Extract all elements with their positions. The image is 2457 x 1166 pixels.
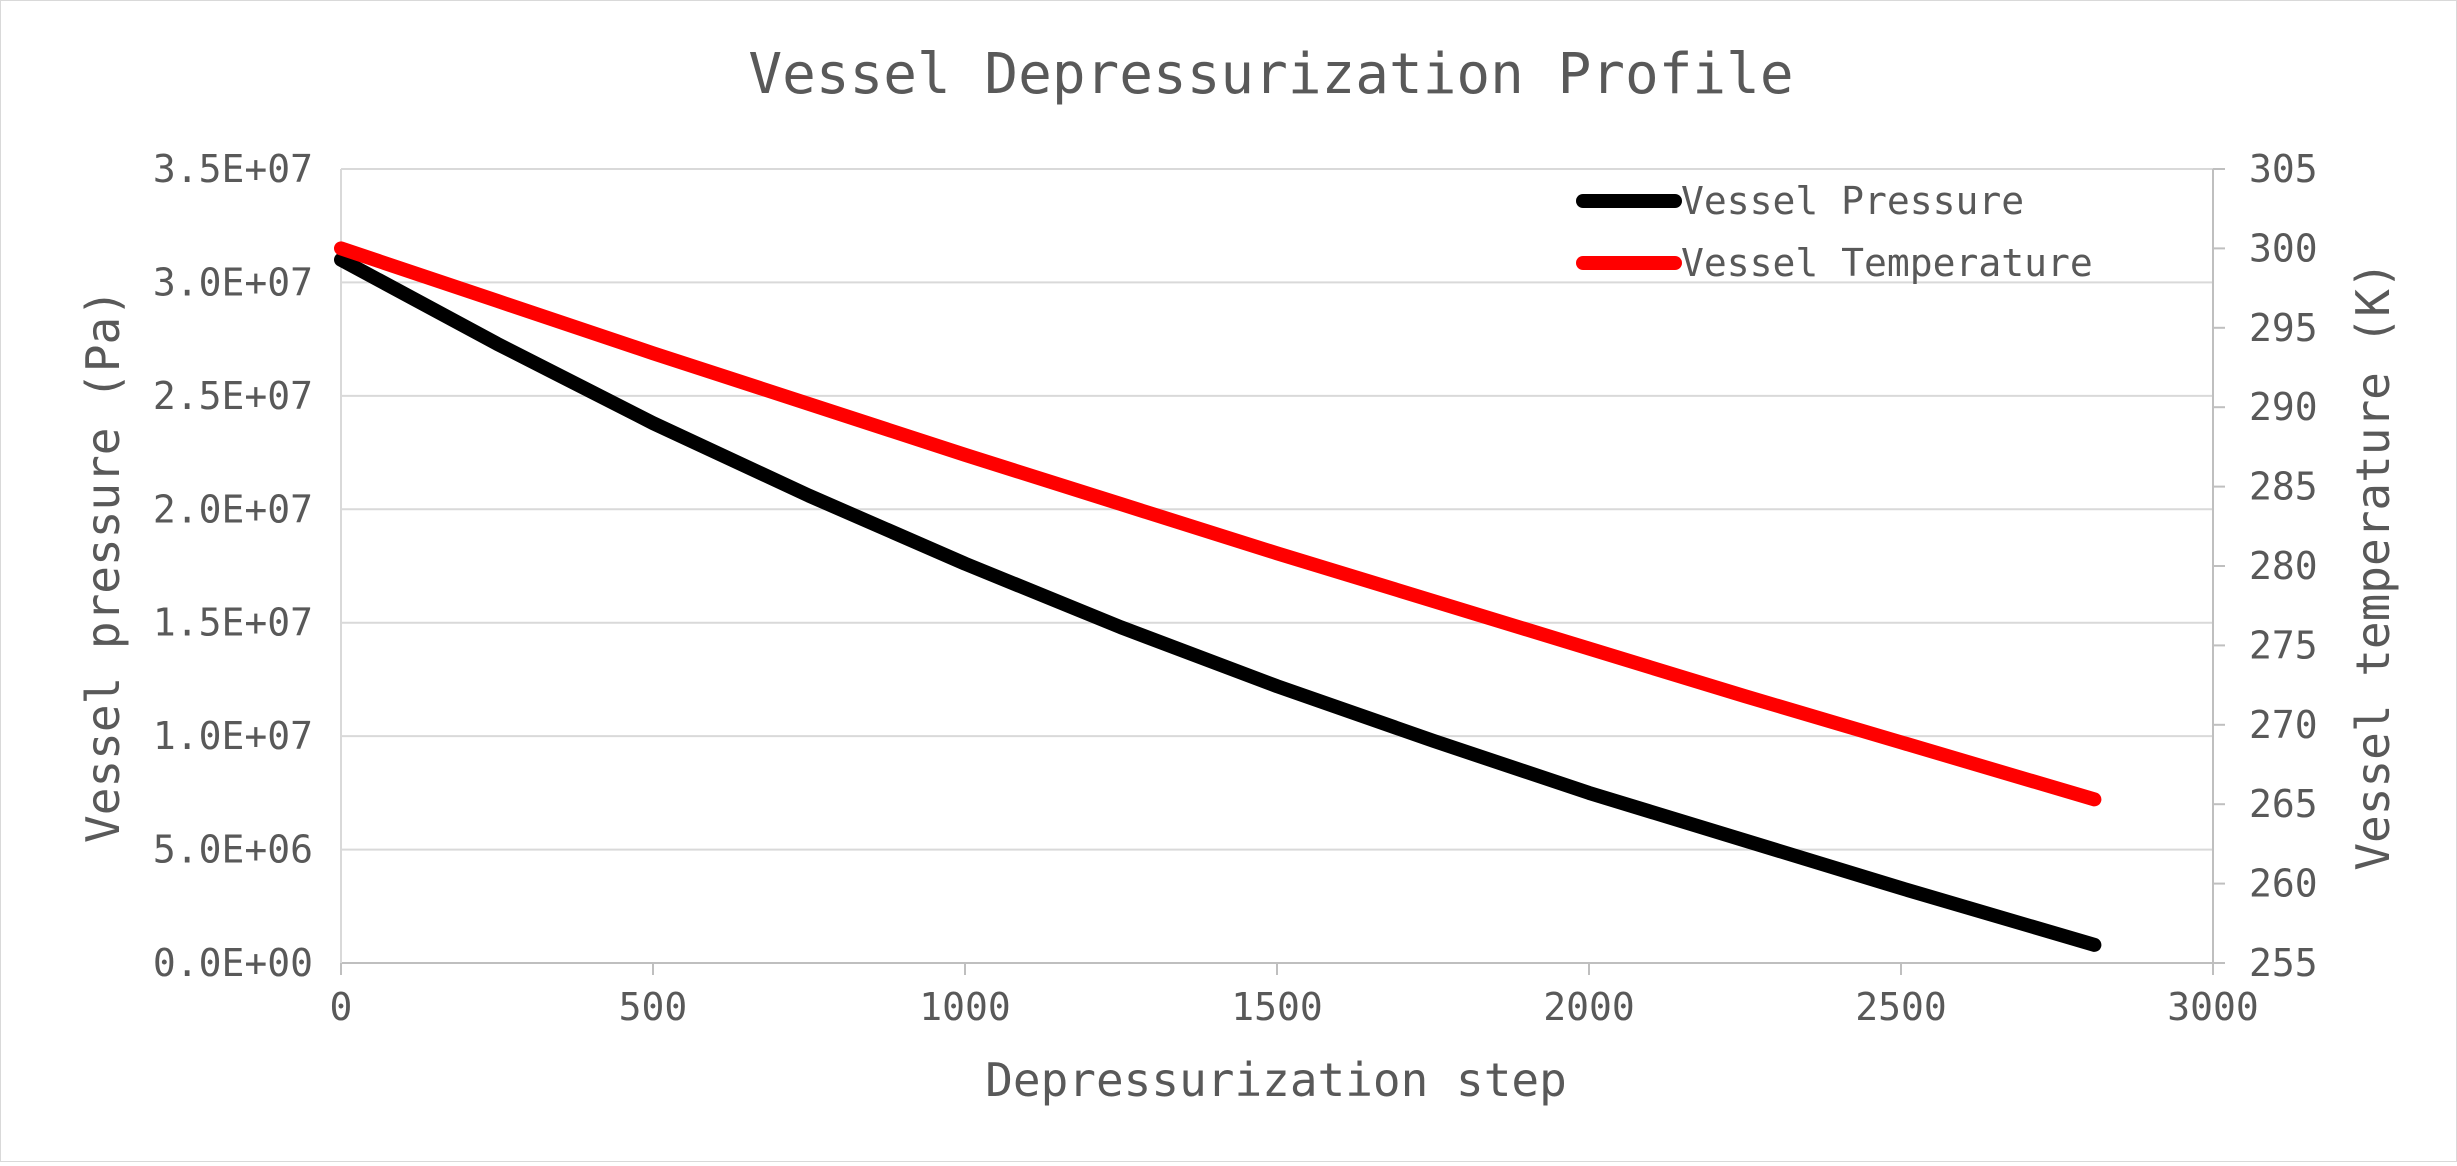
chart-title: Vessel Depressurization Profile	[748, 42, 1793, 107]
y-tick-label: 5.0E+06	[153, 828, 313, 872]
y-tick-label: 2.0E+07	[153, 487, 313, 531]
y2-tick-label: 290	[2249, 385, 2318, 429]
x-tick-label: 2000	[1543, 985, 1635, 1029]
y-tick-label: 3.5E+07	[153, 147, 313, 191]
x-tick-label: 2500	[1855, 985, 1947, 1029]
y-tick-label: 1.0E+07	[153, 714, 313, 758]
y2-tick-label: 280	[2249, 544, 2318, 588]
y2-tick-label: 255	[2249, 941, 2318, 985]
x-tick-label: 500	[619, 985, 688, 1029]
grid-lines	[341, 168, 2213, 964]
series-lines	[334, 241, 2102, 952]
y2-tick-label: 295	[2249, 306, 2318, 350]
x-axis-title: Depressurization step	[985, 1053, 1567, 1107]
series-line-temperature	[334, 241, 2102, 807]
y2-tick-label: 265	[2249, 782, 2318, 826]
legend-label: Vessel Pressure	[1681, 179, 2024, 223]
x-tick-label: 3000	[2167, 985, 2259, 1029]
x-tick-label: 1500	[1231, 985, 1323, 1029]
y2-tick-label: 275	[2249, 623, 2318, 667]
y2-tick-label: 260	[2249, 862, 2318, 906]
y2-tick-label: 305	[2249, 147, 2318, 191]
y-axis-title: Vessel pressure (Pa)	[76, 289, 130, 843]
legend-label: Vessel Temperature	[1681, 241, 2093, 285]
x-tick-label: 1000	[919, 985, 1011, 1029]
series-line-pressure	[334, 252, 2102, 952]
y-tick-label: 0.0E+00	[153, 941, 313, 985]
x-tick-label: 0	[330, 985, 353, 1029]
y-tick-label: 1.5E+07	[153, 601, 313, 645]
y-tick-label: 3.0E+07	[153, 260, 313, 304]
y2-tick-label: 270	[2249, 703, 2318, 747]
y-tick-label: 2.5E+07	[153, 374, 313, 418]
y2-axis-title: Vessel temperature (K)	[2346, 261, 2400, 870]
y2-tick-label: 300	[2249, 226, 2318, 270]
y2-tick-label: 285	[2249, 465, 2318, 509]
legend: Vessel Pressure Vessel Temperature	[1576, 179, 2093, 285]
axes: 0.0E+00 5.0E+06 1.0E+07 1.5E+07 2.0E+07 2.5E+…	[153, 147, 2318, 1029]
